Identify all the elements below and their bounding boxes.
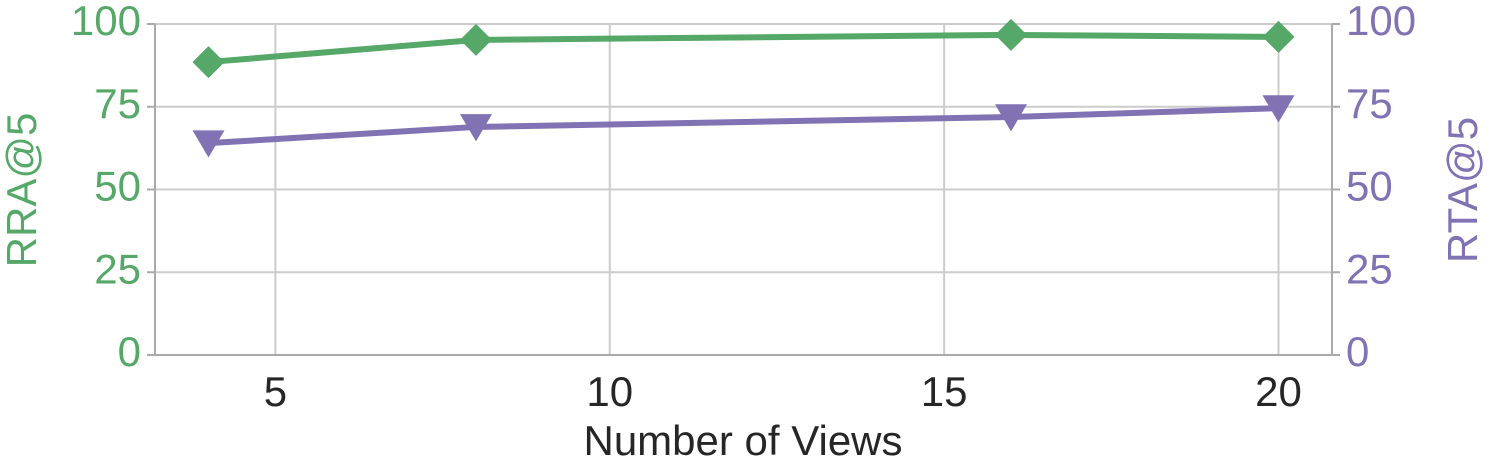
series-line bbox=[208, 31, 1279, 66]
marker bbox=[460, 23, 492, 56]
x-tick-label: 15 bbox=[921, 368, 968, 415]
y-axis-label: RRA@5 bbox=[0, 113, 45, 268]
series-line bbox=[208, 105, 1279, 147]
y2-tick-label: 100 bbox=[1346, 0, 1416, 44]
marker bbox=[995, 18, 1027, 51]
y2-tick-label: 50 bbox=[1346, 163, 1393, 210]
marker bbox=[1262, 95, 1295, 123]
marker bbox=[460, 114, 492, 142]
y2-tick-label: 0 bbox=[1346, 328, 1369, 375]
y-tick-label: 25 bbox=[94, 245, 141, 292]
marker bbox=[995, 104, 1027, 132]
marker bbox=[1262, 20, 1295, 53]
x-tick-label: 20 bbox=[1255, 368, 1302, 415]
marker bbox=[192, 46, 225, 79]
y-tick-label: 50 bbox=[94, 163, 141, 210]
y2-tick-label: 25 bbox=[1346, 245, 1393, 292]
x-tick-label: 5 bbox=[264, 368, 287, 415]
y-tick-label: 100 bbox=[71, 0, 141, 44]
x-axis-label: Number of Views bbox=[583, 417, 902, 464]
y-tick-label: 75 bbox=[94, 80, 141, 127]
y2-tick-label: 75 bbox=[1346, 80, 1393, 127]
y2-axis-label: RTA@5 bbox=[1439, 117, 1486, 263]
y-tick-label: 0 bbox=[118, 328, 141, 375]
x-tick-label: 10 bbox=[586, 368, 633, 415]
marker bbox=[192, 130, 225, 158]
